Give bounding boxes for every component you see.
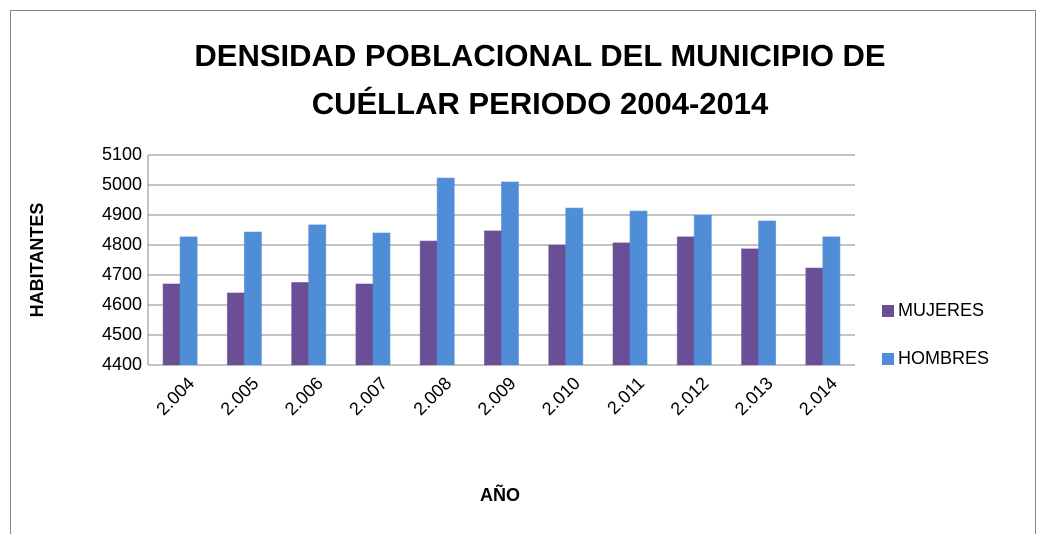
bar (308, 224, 327, 366)
y-tick-label: 4400 (102, 354, 142, 374)
bar (565, 207, 584, 366)
y-tick-label: 5000 (102, 174, 142, 194)
y-tick-label: 4500 (102, 324, 142, 344)
bar (372, 232, 391, 366)
legend-label: HOMBRES (898, 348, 989, 368)
chart-title: CUÉLLAR PERIODO 2004-2014 (312, 86, 769, 121)
bar (484, 230, 502, 366)
bar (243, 231, 262, 366)
bar (693, 214, 712, 366)
bar (436, 177, 455, 366)
bar (291, 282, 310, 366)
bar (822, 236, 841, 366)
bar (501, 181, 519, 366)
y-tick-label: 5100 (102, 144, 142, 164)
bar (179, 236, 198, 366)
y-tick-label: 4800 (102, 234, 142, 254)
chart-title: DENSIDAD POBLACIONAL DEL MUNICIPIO DE (194, 38, 885, 73)
bar (162, 283, 181, 366)
legend-label: MUJERES (898, 300, 984, 320)
y-tick-label: 4700 (102, 264, 142, 284)
y-axis-label: HABITANTES (27, 203, 47, 318)
y-tick-label: 4900 (102, 204, 142, 224)
x-axis-label: AÑO (480, 484, 520, 505)
bar (629, 210, 648, 366)
bar (741, 248, 760, 366)
legend-swatch (882, 353, 894, 365)
bar (548, 244, 567, 366)
bar (226, 292, 245, 366)
bar (758, 220, 777, 366)
bar (419, 240, 438, 366)
legend-swatch (882, 305, 894, 317)
bar (355, 283, 374, 366)
y-tick-label: 4600 (102, 294, 142, 314)
bar (612, 242, 631, 366)
bar (676, 236, 695, 366)
bar (805, 267, 824, 366)
